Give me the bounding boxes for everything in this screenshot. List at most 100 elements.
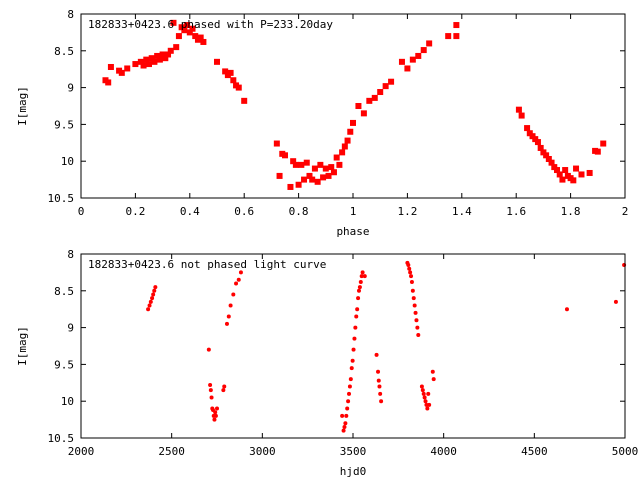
phased-data-point bbox=[339, 149, 346, 156]
not-phased-data-point bbox=[411, 296, 416, 301]
y-tick-label: 10 bbox=[61, 155, 74, 168]
not-phased-data-point bbox=[209, 395, 214, 400]
not-phased-data-point bbox=[413, 310, 418, 315]
phased-data-point bbox=[409, 56, 416, 63]
phased-data-point bbox=[107, 63, 114, 70]
phased-data-point bbox=[559, 176, 566, 183]
phased-data-point bbox=[287, 183, 294, 190]
not-phased-data-point bbox=[430, 369, 435, 374]
x-tick-label: 0.2 bbox=[125, 205, 145, 218]
not-phased-data-point bbox=[351, 347, 356, 352]
not-phased-data-point bbox=[409, 274, 414, 279]
not-phased-plot: 2000 2500 3000 3500 4000 4500 5000 8 8.5 9 9.5 10 10… bbox=[16, 248, 638, 478]
not-phased-data-point bbox=[423, 399, 428, 404]
y-tick-label: 9.5 bbox=[54, 118, 74, 131]
not-phased-data-points bbox=[146, 260, 627, 433]
phased-data-point bbox=[137, 58, 144, 65]
phased-data-point bbox=[148, 55, 155, 62]
not-phased-data-point bbox=[234, 281, 239, 286]
phased-data-point bbox=[276, 172, 283, 179]
not-phased-data-point bbox=[238, 270, 243, 275]
phased-plot: 0 0.2 0.4 0.6 0.8 1 1.2 1.4 1.6 1.8 2 8 8.5 9 9.5 10 10.… bbox=[16, 8, 628, 238]
phased-data-point bbox=[105, 79, 112, 86]
y-tick-label: 9 bbox=[67, 322, 74, 335]
x-tick-label: 1 bbox=[350, 205, 357, 218]
not-phased-data-point bbox=[359, 274, 364, 279]
phased-axes: 0 0.2 0.4 0.6 0.8 1 1.2 1.4 1.6 1.8 2 8 8.5 9 9.5 10 10.… bbox=[48, 8, 629, 218]
x-tick-label: 0.4 bbox=[180, 205, 200, 218]
phased-data-point bbox=[184, 22, 191, 29]
not-phased-data-point bbox=[341, 428, 346, 433]
phased-data-point bbox=[355, 103, 362, 109]
y-tick-label: 8.5 bbox=[54, 45, 74, 58]
phased-data-point bbox=[241, 97, 248, 104]
phased-data-point bbox=[214, 58, 220, 65]
phased-data-point bbox=[325, 172, 332, 179]
y-tick-label: 8 bbox=[67, 8, 74, 21]
not-phased-data-point bbox=[355, 307, 360, 312]
not-phased-data-point bbox=[347, 391, 352, 396]
not-phased-data-point bbox=[407, 266, 412, 271]
not-phased-data-point bbox=[146, 307, 151, 312]
phased-data-point bbox=[124, 65, 131, 72]
not-phased-data-point bbox=[236, 277, 241, 282]
phased-data-point bbox=[230, 77, 237, 84]
phased-data-point bbox=[227, 69, 234, 76]
not-phased-data-point bbox=[360, 270, 365, 275]
not-phased-data-point bbox=[374, 352, 379, 357]
phased-data-point bbox=[333, 154, 340, 161]
x-tick-label: 4000 bbox=[430, 445, 457, 458]
phased-data-point bbox=[350, 119, 356, 126]
phased-data-point bbox=[235, 84, 242, 91]
not-phased-x-axis-label: hjd0 bbox=[340, 465, 367, 478]
not-phased-data-point bbox=[377, 384, 382, 389]
not-phased-plot-title: 182833+0423.6 not phased light curve bbox=[88, 258, 326, 271]
phased-data-point bbox=[181, 27, 188, 34]
x-tick-label: 4500 bbox=[521, 445, 548, 458]
y-tick-label: 8 bbox=[67, 248, 74, 261]
phased-data-point bbox=[159, 51, 166, 58]
phased-data-point bbox=[197, 34, 204, 41]
phased-data-point bbox=[445, 33, 452, 40]
x-tick-label: 1.8 bbox=[561, 205, 581, 218]
not-phased-data-point bbox=[356, 296, 361, 301]
phased-data-point bbox=[554, 167, 560, 174]
phased-data-point bbox=[290, 158, 297, 165]
y-tick-label: 9 bbox=[67, 82, 74, 95]
phased-data-point bbox=[273, 140, 280, 147]
not-phased-data-point bbox=[348, 377, 353, 382]
phased-data-point bbox=[398, 58, 405, 65]
not-phased-data-point bbox=[420, 388, 425, 393]
not-phased-data-point bbox=[353, 325, 358, 330]
phased-data-point bbox=[295, 181, 302, 188]
not-phased-data-point bbox=[362, 274, 367, 279]
not-phased-data-point bbox=[213, 413, 218, 418]
phased-data-point bbox=[573, 165, 580, 172]
not-phased-data-point bbox=[350, 358, 355, 363]
phased-data-point bbox=[140, 62, 147, 69]
x-tick-label: 2 bbox=[622, 205, 629, 218]
x-tick-label: 3000 bbox=[249, 445, 276, 458]
not-phased-data-point bbox=[358, 279, 363, 284]
not-phased-data-point bbox=[152, 288, 157, 293]
not-phased-data-point bbox=[378, 391, 383, 396]
phased-data-point bbox=[222, 68, 229, 75]
not-phased-data-point bbox=[419, 384, 424, 389]
x-tick-label: 1.4 bbox=[452, 205, 472, 218]
phased-data-point bbox=[347, 128, 354, 135]
not-phased-data-point bbox=[208, 388, 213, 393]
not-phased-data-point bbox=[344, 413, 349, 418]
x-tick-label: 5000 bbox=[612, 445, 639, 458]
phased-data-point bbox=[570, 177, 577, 184]
phased-plot-title: 182833+0423.6 phased with P=233.20day bbox=[88, 18, 333, 31]
phased-data-point bbox=[366, 97, 373, 104]
x-tick-label: 2500 bbox=[158, 445, 185, 458]
not-phased-data-point bbox=[206, 347, 211, 352]
phased-data-point bbox=[578, 171, 585, 178]
x-tick-label: 0 bbox=[78, 205, 85, 218]
phased-data-point bbox=[344, 137, 351, 144]
not-phased-data-point bbox=[150, 296, 155, 301]
phased-data-point bbox=[404, 65, 411, 72]
phased-data-point bbox=[132, 61, 139, 68]
